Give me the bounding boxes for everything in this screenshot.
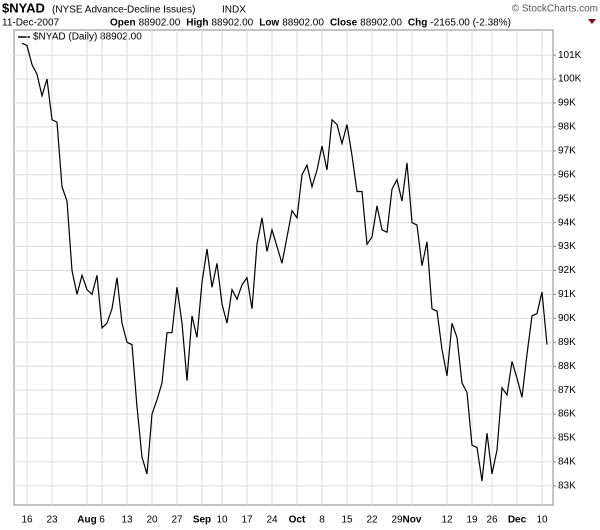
y-tick-label: 94K bbox=[558, 217, 576, 228]
x-tick-label: 15 bbox=[341, 515, 353, 526]
x-tick-label: Oct bbox=[289, 515, 306, 526]
x-tick-label: 24 bbox=[266, 515, 278, 526]
y-tick-label: 96K bbox=[558, 169, 576, 180]
x-tick-label: 16 bbox=[21, 515, 33, 526]
x-tick-label: Aug bbox=[77, 515, 96, 526]
x-tick-label: 20 bbox=[146, 515, 158, 526]
x-tick-label: 27 bbox=[171, 515, 183, 526]
x-tick-label: 29 bbox=[391, 515, 403, 526]
y-tick-label: 100K bbox=[558, 74, 582, 85]
y-tick-label: 86K bbox=[558, 409, 576, 420]
stat-label: Open bbox=[110, 18, 136, 29]
y-tick-label: 95K bbox=[558, 193, 576, 204]
stat-value: 88902.00 bbox=[360, 18, 402, 29]
y-tick-label: 98K bbox=[558, 122, 576, 133]
x-tick-label: Dec bbox=[508, 515, 527, 526]
x-tick-label: 22 bbox=[366, 515, 378, 526]
y-tick-label: 90K bbox=[558, 313, 576, 324]
x-tick-label: Nov bbox=[403, 515, 422, 526]
date: 11-Dec-2007 bbox=[2, 18, 60, 29]
price-line bbox=[21, 42, 548, 482]
stat-value: 88902.00 bbox=[139, 18, 181, 29]
y-tick-label: 92K bbox=[558, 265, 576, 276]
x-tick-label: Sep bbox=[193, 515, 211, 526]
stat-label: Chg bbox=[408, 18, 427, 29]
x-tick-label: 10 bbox=[536, 515, 548, 526]
y-tick-label: 97K bbox=[558, 145, 576, 156]
stat-value: 88902.00 bbox=[282, 18, 324, 29]
y-tick-label: 101K bbox=[558, 50, 582, 61]
y-tick-label: 87K bbox=[558, 385, 576, 396]
exchange: INDX bbox=[222, 5, 246, 16]
down-arrow bbox=[588, 19, 596, 24]
x-tick-label: 13 bbox=[121, 515, 133, 526]
y-tick-label: 93K bbox=[558, 241, 576, 252]
stats: Open 88902.00 High 88902.00 Low 88902.00 Close… bbox=[110, 18, 511, 29]
y-tick-label: 99K bbox=[558, 98, 576, 109]
index-name: (NYSE Advance-Decline Issues) bbox=[52, 5, 195, 16]
stat-value: 88902.00 bbox=[212, 18, 254, 29]
x-tick-label: 26 bbox=[486, 515, 498, 526]
stat-label: Low bbox=[259, 18, 279, 29]
y-tick-label: 84K bbox=[558, 457, 576, 468]
stat-label: Close bbox=[330, 18, 358, 29]
x-tick-label: 12 bbox=[441, 515, 453, 526]
stat-label: High bbox=[186, 18, 208, 29]
y-tick-label: 91K bbox=[558, 289, 576, 300]
plot-frame bbox=[13, 29, 554, 506]
x-tick-label: 17 bbox=[241, 515, 253, 526]
stat-value: -2165.00 (-2.38%) bbox=[430, 18, 511, 29]
x-tick-label: 6 bbox=[99, 515, 105, 526]
y-tick-label: 83K bbox=[558, 480, 576, 491]
x-tick-label: 19 bbox=[466, 515, 478, 526]
x-tick-label: 23 bbox=[46, 515, 58, 526]
y-tick-label: 85K bbox=[558, 433, 576, 444]
x-tick-label: 8 bbox=[319, 515, 325, 526]
y-tick-label: 89K bbox=[558, 337, 576, 348]
symbol: $NYAD bbox=[2, 0, 45, 15]
y-tick-label: 88K bbox=[558, 361, 576, 372]
x-tick-label: 10 bbox=[216, 515, 228, 526]
legend-label: $NYAD (Daily) 88902.00 bbox=[33, 32, 142, 43]
credit: © StockCharts.com bbox=[512, 4, 598, 15]
